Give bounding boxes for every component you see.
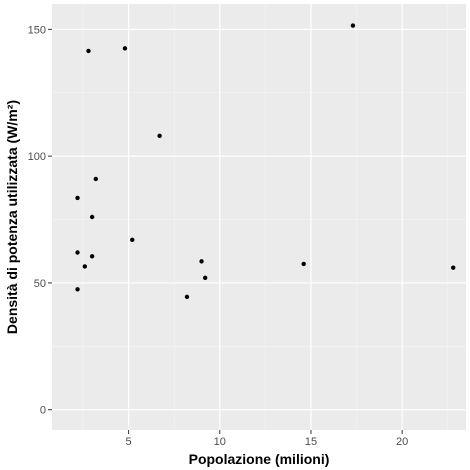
data-point	[301, 261, 306, 267]
x-tick-label: 15	[305, 436, 317, 448]
data-point	[93, 176, 98, 182]
y-axis-title: Densità di potenza utilizzata (W/m²)	[4, 100, 20, 334]
y-tick-label: 100	[28, 151, 46, 163]
major-gridlines	[52, 4, 466, 430]
data-point	[157, 133, 162, 139]
x-tick-label: 5	[126, 436, 132, 448]
data-point	[199, 259, 204, 264]
data-point	[75, 250, 80, 255]
y-tick-label: 50	[34, 278, 46, 290]
data-point	[350, 23, 356, 28]
data-point	[184, 294, 190, 300]
data-point	[75, 195, 80, 201]
data-point	[75, 287, 80, 292]
data-point	[82, 264, 88, 269]
y-tick-label: 0	[40, 405, 46, 417]
data-point	[89, 254, 95, 259]
data-point	[130, 237, 135, 243]
x-axis-title: Popolazione (milioni)	[189, 451, 330, 467]
minor-gridlines	[52, 4, 466, 430]
data-point	[451, 265, 456, 270]
plot-panel	[52, 4, 466, 430]
y-axis-ticks: 0 50 100 150	[28, 24, 52, 417]
x-axis-ticks: 5 10 15 20	[126, 430, 408, 448]
data-point	[122, 46, 128, 51]
data-points	[75, 23, 456, 300]
x-tick-label: 20	[396, 436, 408, 448]
data-point	[86, 48, 91, 54]
data-point	[89, 214, 95, 220]
x-tick-label: 10	[214, 436, 226, 448]
data-point	[202, 275, 208, 281]
y-tick-label: 150	[28, 24, 46, 36]
